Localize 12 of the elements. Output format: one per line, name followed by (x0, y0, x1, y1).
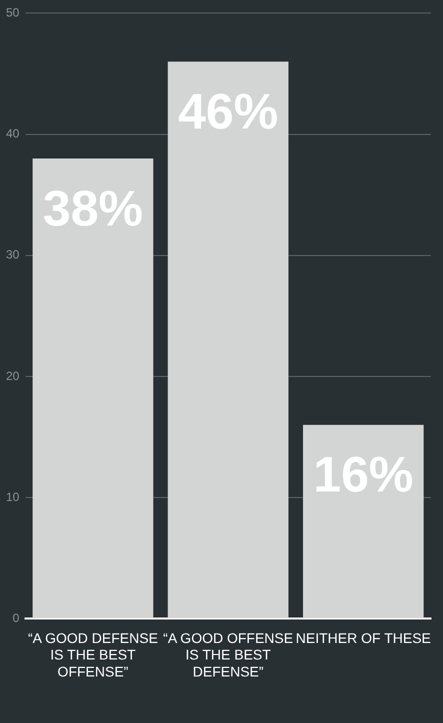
y-tick-label: 20 (6, 368, 20, 383)
bar (303, 424, 424, 618)
y-tick-label: 10 (6, 490, 20, 504)
bar (168, 62, 288, 618)
y-tick-label: 40 (6, 126, 20, 141)
bar (32, 158, 154, 618)
x-tick-label: NEITHER OF THESE (296, 630, 431, 646)
y-tick-label: 0 (12, 610, 20, 625)
y-tick-label: 30 (6, 248, 20, 262)
y-tick-label: 50 (6, 6, 20, 20)
x-tick-label: “A GOOD OFFENSE IS THE BEST DEFENSE” (163, 630, 294, 680)
x-tick-label: “A GOOD DEFENSE IS THE BEST OFFENSE” (28, 630, 158, 680)
